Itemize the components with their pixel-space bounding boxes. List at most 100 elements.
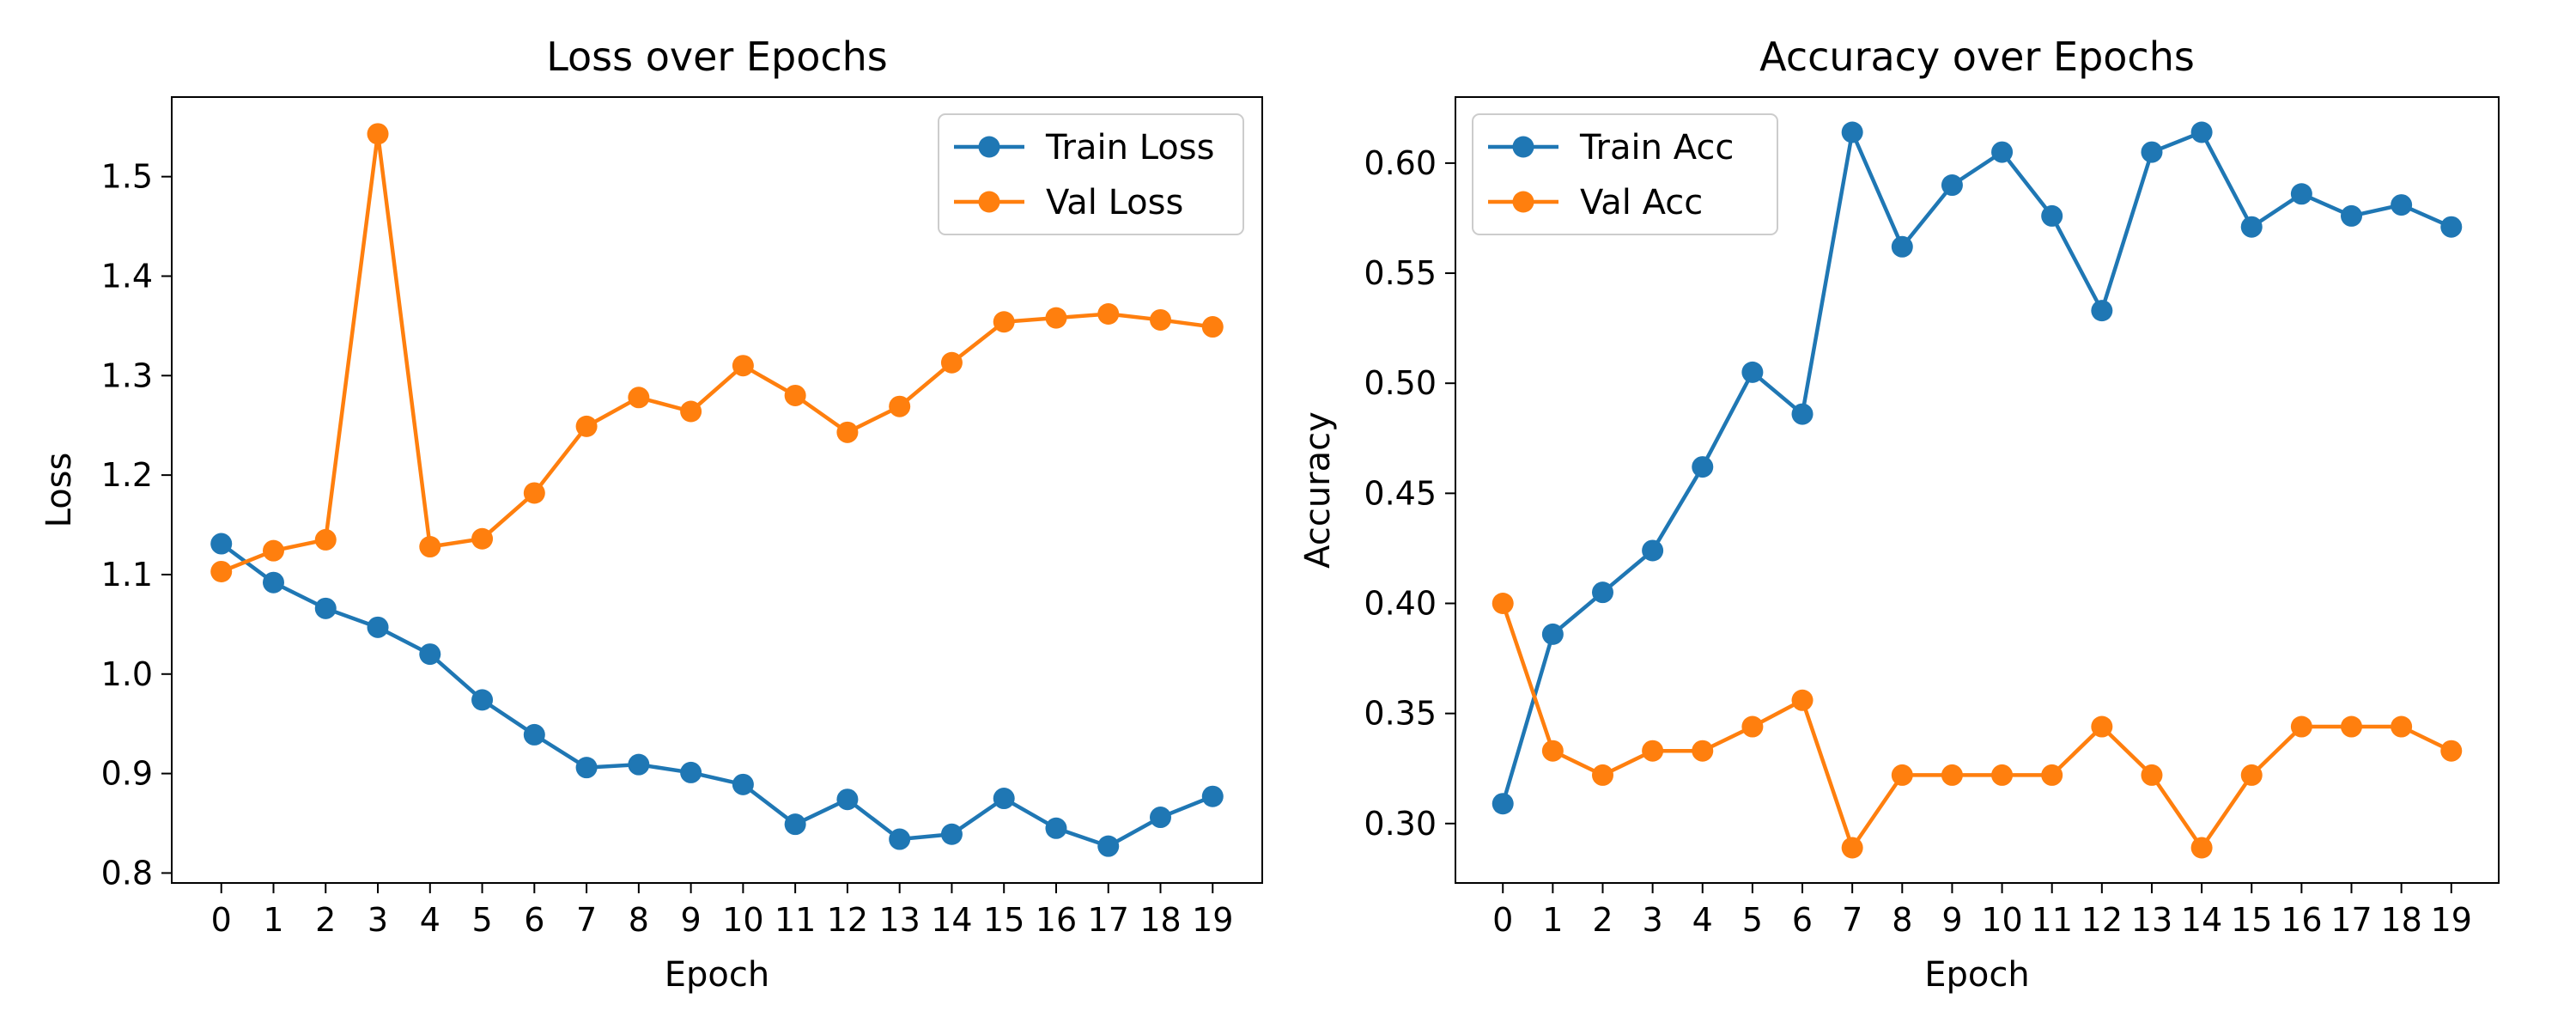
x-tick-label: 8 [629,901,649,939]
legend-marker-swatch [1512,191,1534,213]
data-point [1201,316,1224,338]
x-tick-label: 11 [775,901,816,939]
data-point [2091,715,2113,738]
data-point [210,533,233,555]
data-point [367,123,389,145]
data-point [2290,715,2312,738]
data-point [419,536,441,558]
x-tick-label: 8 [1892,901,1912,939]
x-tick-label: 17 [1088,901,1129,939]
chart-title-0: Loss over Epochs [546,33,888,80]
data-point [628,753,650,776]
data-point [419,643,441,666]
x-tick-label: 7 [576,901,597,939]
y-tick-label: 0.45 [1364,474,1437,512]
y-tick-label: 1.4 [101,257,153,295]
data-point [575,757,598,779]
x-tick-label: 14 [931,901,972,939]
data-point [889,395,911,417]
data-point [1150,308,1172,331]
x-tick-label: 4 [420,901,440,939]
x-tick-label: 11 [2032,901,2073,939]
y-tick-label: 0.50 [1364,364,1437,402]
data-point [1591,581,1613,604]
x-tick-label: 19 [2431,901,2472,939]
x-axis-label-0: Epoch [665,955,769,995]
data-point [314,597,337,619]
data-point [2440,216,2463,238]
data-point [1097,835,1120,857]
data-point [523,482,545,504]
x-tick-label: 18 [2380,901,2421,939]
data-point [993,311,1015,333]
x-tick-label: 3 [1643,901,1663,939]
data-point [784,813,806,836]
data-point [1791,403,1814,425]
x-tick-label: 13 [2131,901,2172,939]
x-tick-label: 16 [2281,901,2322,939]
x-tick-label: 12 [827,901,868,939]
data-point [2041,764,2063,786]
data-point [2391,194,2413,216]
data-point [1891,235,1913,258]
y-tick-label: 1.0 [101,655,153,693]
data-point [732,773,754,795]
data-point [1045,307,1067,329]
data-point [1841,837,1863,859]
x-tick-label: 1 [263,901,283,939]
x-tick-label: 2 [315,901,336,939]
legend-label: Val Loss [1046,183,1183,222]
legend-marker-swatch [978,136,1000,158]
data-point [1492,793,1514,815]
data-point [1991,141,2014,163]
data-point [836,421,859,443]
x-tick-label: 18 [1139,901,1181,939]
y-tick-label: 1.5 [101,158,153,196]
y-tick-label: 0.60 [1364,144,1437,182]
data-point [2190,121,2213,143]
data-point [940,351,963,374]
data-point [1791,689,1814,711]
x-tick-label: 4 [1692,901,1713,939]
y-tick-label: 0.8 [101,854,153,892]
y-tick-label: 0.55 [1364,254,1437,292]
x-tick-label: 9 [681,901,702,939]
x-tick-label: 1 [1542,901,1563,939]
data-point [471,689,494,711]
y-axis-label-1: Accuracy [1298,411,1338,569]
x-tick-label: 0 [211,901,232,939]
x-tick-label: 5 [1742,901,1763,939]
y-tick-label: 0.30 [1364,805,1437,843]
data-point [1045,817,1067,839]
data-point [1941,764,1963,786]
plot-area-frame-1 [1455,96,2500,884]
data-point [1150,807,1172,829]
data-point [2240,764,2263,786]
data-point [836,788,859,811]
data-point [628,387,650,409]
x-tick-label: 15 [983,901,1024,939]
x-tick-label: 3 [368,901,388,939]
data-point [1201,785,1224,807]
data-point [1891,764,1913,786]
x-tick-label: 16 [1036,901,1077,939]
x-tick-label: 2 [1592,901,1613,939]
x-tick-label: 9 [1941,901,1962,939]
legend-label: Val Acc [1580,183,1703,222]
data-point [1991,764,2014,786]
legend-marker-swatch [978,191,1000,213]
data-point [1642,539,1664,562]
data-point [262,571,284,594]
data-point [1541,740,1564,762]
x-tick-label: 10 [722,901,763,939]
data-point [471,527,494,550]
data-point [2141,141,2163,163]
data-point [2240,216,2263,238]
data-point [1642,740,1664,762]
x-tick-label: 17 [2330,901,2372,939]
data-point [732,355,754,377]
y-tick-label: 1.1 [101,556,153,594]
data-point [2290,183,2312,205]
data-point [2190,837,2213,859]
x-axis-label-1: Epoch [1924,955,2029,995]
